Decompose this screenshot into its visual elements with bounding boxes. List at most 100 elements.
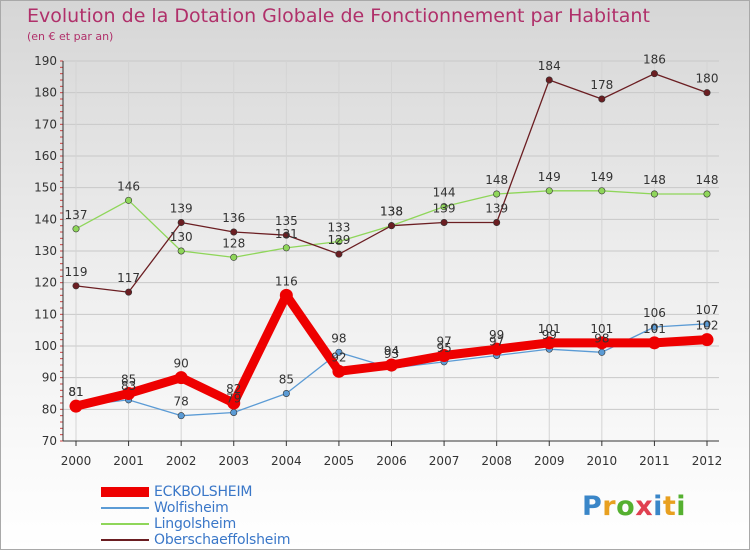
y-tick-label: 150 — [34, 181, 57, 195]
data-label-lingolsheim: 149 — [538, 170, 561, 184]
data-label-wolfisheim: 98 — [331, 331, 346, 345]
data-label-oberschaeffolsheim: 178 — [590, 78, 613, 92]
y-tick-label: 140 — [34, 212, 57, 226]
x-tick-label: 2000 — [61, 454, 92, 468]
legend-swatch — [101, 487, 149, 497]
data-point-lingolsheim — [72, 225, 80, 233]
data-point-wolfisheim — [177, 412, 185, 420]
data-point-lingolsheim — [703, 190, 711, 198]
data-label-lingolsheim: 148 — [643, 173, 666, 187]
data-point-lingolsheim — [230, 253, 238, 261]
data-point-oberschaeffolsheim — [545, 76, 553, 84]
data-point-oberschaeffolsheim — [387, 222, 395, 230]
legend-swatch — [101, 507, 149, 509]
data-label-eckbolsheim: 82 — [226, 382, 241, 396]
data-point-eckbolsheim — [437, 349, 451, 362]
legend-label: Wolfisheim — [154, 500, 229, 516]
data-label-wolfisheim: 107 — [696, 303, 719, 317]
x-tick-label: 2010 — [587, 454, 618, 468]
x-tick-label: 2009 — [534, 454, 565, 468]
data-label-oberschaeffolsheim: 136 — [222, 211, 245, 225]
data-point-oberschaeffolsheim — [177, 219, 185, 227]
x-tick-label: 2008 — [481, 454, 512, 468]
data-label-wolfisheim: 97 — [489, 335, 504, 349]
data-label-eckbolsheim: 85 — [121, 373, 136, 387]
data-point-wolfisheim — [598, 348, 606, 356]
data-label-oberschaeffolsheim: 180 — [696, 72, 719, 86]
data-label-eckbolsheim: 101 — [643, 322, 666, 336]
data-label-eckbolsheim: 94 — [384, 344, 399, 358]
logo-letter: r — [602, 491, 617, 522]
axes: 70 80 90 100 110 120 130 140 150 160 170 180 190 2000… — [34, 54, 722, 468]
data-point-eckbolsheim — [385, 358, 398, 372]
data-label-eckbolsheim: 116 — [275, 274, 298, 288]
x-tick-label: 2011 — [639, 454, 670, 468]
data-point-oberschaeffolsheim — [650, 70, 658, 78]
y-tick-label: 70 — [42, 434, 57, 448]
x-tick-label: 2012 — [692, 454, 723, 468]
data-label-oberschaeffolsheim: 135 — [275, 214, 298, 228]
x-tick-label: 2006 — [376, 454, 407, 468]
data-point-oberschaeffolsheim — [493, 219, 501, 227]
data-label-lingolsheim: 146 — [117, 179, 140, 193]
data-point-eckbolsheim — [700, 333, 714, 347]
data-point-lingolsheim — [650, 190, 658, 198]
data-label-lingolsheim: 149 — [590, 170, 613, 184]
data-label-oberschaeffolsheim: 139 — [485, 202, 508, 216]
legend-item-lingolsheim: Lingolsheim — [101, 516, 290, 532]
data-point-eckbolsheim — [227, 396, 241, 410]
data-point-lingolsheim — [282, 244, 290, 252]
data-label-lingolsheim: 128 — [222, 236, 245, 250]
data-point-wolfisheim — [703, 320, 711, 328]
data-point-oberschaeffolsheim — [335, 250, 343, 258]
data-label-oberschaeffolsheim: 139 — [170, 202, 193, 216]
data-label-eckbolsheim: 101 — [590, 322, 613, 336]
data-label-oberschaeffolsheim: 138 — [380, 205, 403, 219]
data-label-wolfisheim: 78 — [174, 395, 189, 409]
data-label-wolfisheim: 106 — [643, 306, 666, 320]
y-tick-label: 130 — [34, 244, 57, 258]
data-label-lingolsheim: 144 — [433, 186, 456, 200]
data-label-wolfisheim: 83 — [121, 379, 136, 393]
x-tick-label: 2002 — [166, 454, 197, 468]
data-point-wolfisheim — [335, 348, 343, 356]
data-label-wolfisheim: 99 — [542, 328, 557, 342]
data-label-wolfisheim: 85 — [279, 373, 294, 387]
data-point-oberschaeffolsheim — [440, 219, 448, 227]
data-point-eckbolsheim — [279, 288, 293, 302]
y-tick-label: 90 — [42, 371, 57, 385]
data-label-eckbolsheim: 102 — [696, 319, 719, 333]
chart-title: Evolution de la Dotation Globale de Fonc… — [27, 5, 650, 27]
logo-letter: P — [582, 491, 603, 522]
data-label-lingolsheim: 138 — [380, 205, 403, 219]
y-tick-label: 100 — [34, 339, 57, 353]
data-label-eckbolsheim: 97 — [436, 335, 451, 349]
x-tick-label: 2003 — [218, 454, 249, 468]
data-point-eckbolsheim — [595, 336, 609, 350]
data-point-oberschaeffolsheim — [282, 231, 290, 239]
legend: ECKBOLSHEIM Wolfisheim Lingolsheim Oberscha… — [101, 484, 291, 548]
data-point-eckbolsheim — [122, 387, 136, 400]
y-tick-label: 170 — [34, 117, 57, 131]
logo-letter: o — [616, 491, 636, 522]
logo-letter: t — [662, 491, 677, 522]
y-tick-label: 180 — [34, 86, 57, 100]
data-label-lingolsheim: 148 — [696, 173, 719, 187]
data-label-lingolsheim: 131 — [275, 227, 298, 241]
data-label-eckbolsheim: 101 — [538, 322, 561, 336]
data-point-wolfisheim — [650, 323, 658, 331]
y-tick-label: 80 — [42, 402, 57, 416]
x-tick-label: 2005 — [324, 454, 355, 468]
chart-subtitle: (en € et par an) — [27, 30, 114, 43]
logo-letter: i — [653, 491, 663, 522]
data-label-wolfisheim: 93 — [384, 347, 399, 361]
legend-item-wolfisheim: Wolfisheim — [101, 500, 290, 516]
y-tick-label: 190 — [34, 54, 57, 68]
logo-letter: x — [635, 491, 654, 522]
data-point-lingolsheim — [493, 190, 501, 198]
data-label-oberschaeffolsheim: 186 — [643, 53, 666, 67]
data-label-lingolsheim: 137 — [65, 208, 88, 222]
data-label-eckbolsheim: 92 — [331, 350, 346, 364]
